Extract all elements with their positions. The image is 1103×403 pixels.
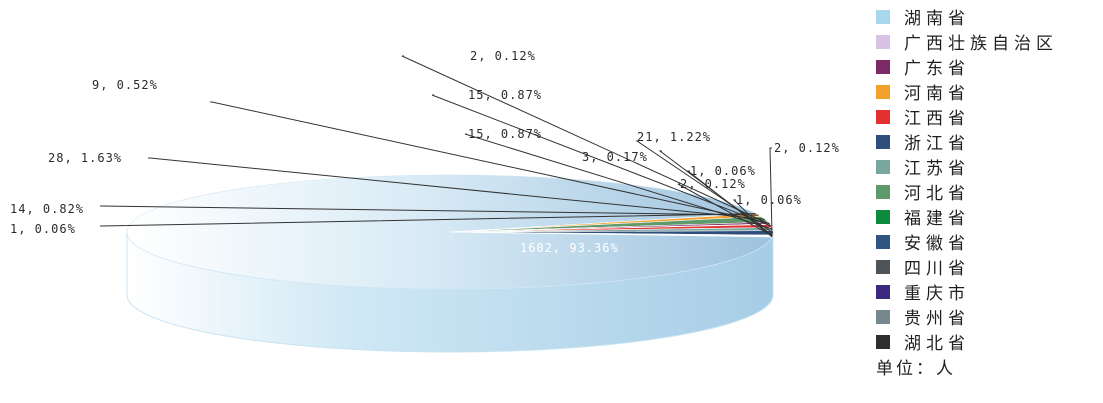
leader-line — [148, 157, 765, 220]
leader-line — [431, 94, 772, 227]
legend-item: 四川省 — [876, 254, 1058, 279]
data-label: 2, 0.12% — [470, 49, 536, 63]
leader-line — [464, 133, 773, 230]
legend-label: 江西省 — [904, 109, 970, 129]
leader-line — [686, 170, 773, 238]
legend-item: 河北省 — [876, 179, 1058, 204]
legend-swatch — [876, 334, 890, 349]
legend-items: 湖南省广西壮族自治区 广东省河南省江西省浙江省江苏省河北省福建省安徽省四川省重庆市… — [876, 4, 1058, 354]
legend-swatch — [876, 9, 890, 24]
data-label: 1602, 93.36% — [520, 241, 619, 255]
data-label: 21, 1.22% — [637, 130, 711, 144]
data-label: 28, 1.63% — [48, 151, 122, 165]
leader-line — [100, 213, 756, 227]
legend-item: 浙江省 — [876, 129, 1058, 154]
pie-top-face — [126, 174, 774, 290]
leader-line — [100, 205, 759, 216]
legend-swatch — [876, 309, 890, 324]
legend-label: 广东省 — [904, 59, 970, 79]
data-label: 14, 0.82% — [10, 202, 84, 216]
leader-line — [732, 199, 773, 238]
legend-swatch — [876, 284, 890, 299]
legend-item: 福建省 — [876, 204, 1058, 229]
legend-label: 广西壮族自治区 — [904, 34, 1058, 54]
leader-lines — [100, 55, 774, 238]
legend-label: 福建省 — [904, 209, 970, 229]
legend-item: 江西省 — [876, 104, 1058, 129]
data-label: 3, 0.17% — [582, 150, 648, 164]
legend-label: 四川省 — [904, 259, 970, 279]
legend-item: 重庆市 — [876, 279, 1058, 304]
leader-line — [210, 101, 770, 224]
legend-swatch — [876, 134, 890, 149]
legend-swatch — [876, 59, 890, 74]
data-label: 1, 0.06% — [736, 193, 802, 207]
legend-label: 重庆市 — [904, 284, 970, 304]
legend-item: 贵州省 — [876, 304, 1058, 329]
legend-label: 湖北省 — [904, 334, 970, 354]
pie-chart: 1602, 93.36% 2, 0.12% 9, 0.52% 14, 0.82% 15,… — [10, 49, 840, 353]
legend-swatch — [876, 209, 890, 224]
legend-label: 贵州省 — [904, 309, 970, 329]
data-label: 2, 0.12% — [774, 141, 840, 155]
legend-item: 广东省 — [876, 54, 1058, 79]
data-label: 2, 0.12% — [680, 177, 746, 191]
legend-item: 湖南省 — [876, 4, 1058, 29]
legend-swatch — [876, 259, 890, 274]
legend-item: 湖北省 — [876, 329, 1058, 354]
data-label: 9, 0.52% — [92, 78, 158, 92]
legend-label: 河南省 — [904, 84, 970, 104]
legend-swatch — [876, 34, 890, 49]
data-label: 15, 0.87% — [468, 127, 542, 141]
data-label: 1, 0.06% — [690, 164, 756, 178]
legend-item: 江苏省 — [876, 154, 1058, 179]
legend-swatch — [876, 234, 890, 249]
legend-label: 湖南省 — [904, 9, 970, 29]
legend-item: 安徽省 — [876, 229, 1058, 254]
data-label: 1, 0.06% — [10, 222, 76, 236]
leader-line — [769, 147, 773, 237]
legend-label: 浙江省 — [904, 134, 970, 154]
unit-label: 单位：人 — [876, 359, 956, 379]
leader-line — [401, 55, 771, 225]
data-labels: 1602, 93.36% 2, 0.12% 9, 0.52% 14, 0.82% 15,… — [10, 49, 840, 255]
legend-label: 安徽省 — [904, 234, 970, 254]
leader-line — [677, 183, 773, 237]
legend-swatch — [876, 184, 890, 199]
legend-label: 江苏省 — [904, 159, 970, 179]
legend-swatch — [876, 84, 890, 99]
data-label: 15, 0.87% — [468, 88, 542, 102]
legend-label: 河北省 — [904, 184, 970, 204]
legend-swatch — [876, 109, 890, 124]
legend: 湖南省广西壮族自治区 广东省河南省江西省浙江省江苏省河北省福建省安徽省四川省重庆市… — [876, 4, 1058, 379]
legend-item: 广西壮族自治区 — [876, 29, 1058, 54]
legend-item: 河南省 — [876, 79, 1058, 104]
legend-swatch — [876, 159, 890, 174]
